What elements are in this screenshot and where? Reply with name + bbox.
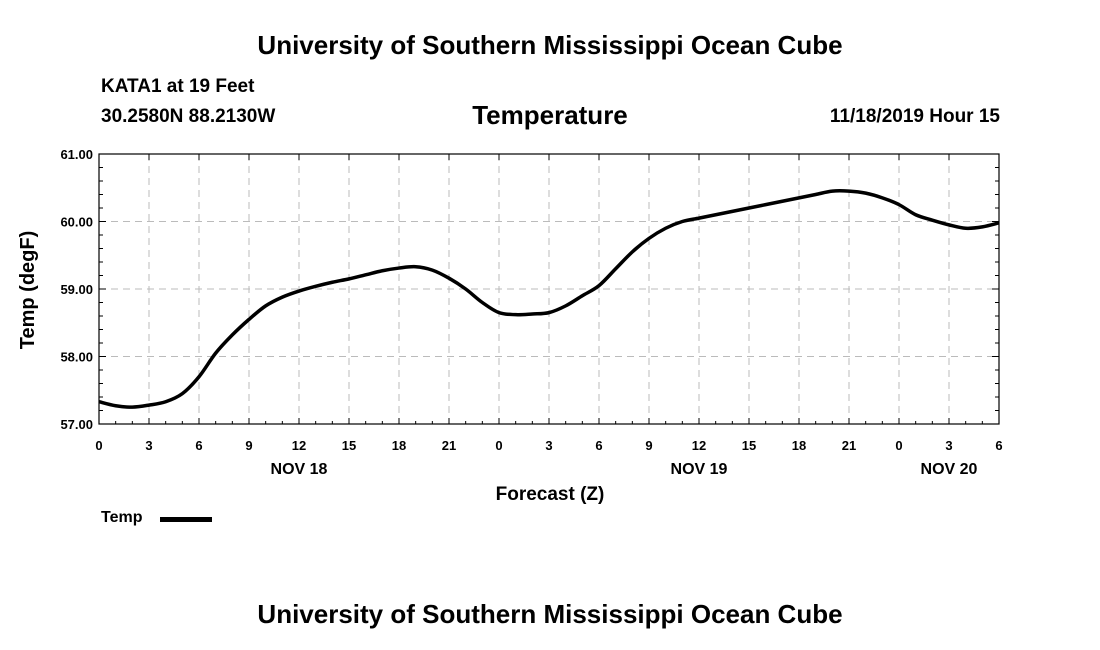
forecast-timestamp: 11/18/2019 Hour 15 <box>829 106 1000 127</box>
x-tick-label: 0 <box>895 438 902 453</box>
legend-label: Temp <box>101 509 143 526</box>
station-coordinates: 30.2580N 88.2130W <box>101 106 276 127</box>
x-tick-label: 6 <box>595 438 602 453</box>
x-tick-label: 3 <box>545 438 552 453</box>
y-tick-label: 61.00 <box>60 147 93 162</box>
x-tick-label: 6 <box>995 438 1002 453</box>
legend-swatch <box>160 517 212 522</box>
x-tick-label: 15 <box>342 438 356 453</box>
date-label: NOV 18 <box>271 461 328 478</box>
date-label: NOV 20 <box>921 461 978 478</box>
chart-title: Temperature <box>472 100 628 130</box>
x-tick-label: 6 <box>195 438 202 453</box>
y-tick-label: 57.00 <box>60 417 93 432</box>
x-tick-label: 12 <box>292 438 306 453</box>
bottom-title: University of Southern Mississippi Ocean… <box>257 599 843 629</box>
x-tick-label: 0 <box>95 438 102 453</box>
station-label: KATA1 at 19 Feet <box>101 76 255 97</box>
y-tick-label: 59.00 <box>60 282 93 297</box>
date-label: NOV 19 <box>671 461 728 478</box>
x-tick-label: 3 <box>145 438 152 453</box>
y-tick-label: 58.00 <box>60 350 93 365</box>
x-tick-label: 0 <box>495 438 502 453</box>
top-title: University of Southern Mississippi Ocean… <box>257 30 843 60</box>
x-tick-label: 3 <box>945 438 952 453</box>
y-tick-label: 60.00 <box>60 215 93 230</box>
temp-series-line <box>98 189 1000 409</box>
x-axis-label: Forecast (Z) <box>496 484 605 505</box>
x-tick-label: 21 <box>442 438 456 453</box>
y-axis-label: Temp (degF) <box>17 231 39 350</box>
x-tick-label: 18 <box>392 438 406 453</box>
x-tick-label: 21 <box>842 438 856 453</box>
x-tick-label: 9 <box>245 438 252 453</box>
x-tick-label: 9 <box>645 438 652 453</box>
x-tick-label: 18 <box>792 438 806 453</box>
x-tick-label: 12 <box>692 438 706 453</box>
x-tick-label: 15 <box>742 438 756 453</box>
